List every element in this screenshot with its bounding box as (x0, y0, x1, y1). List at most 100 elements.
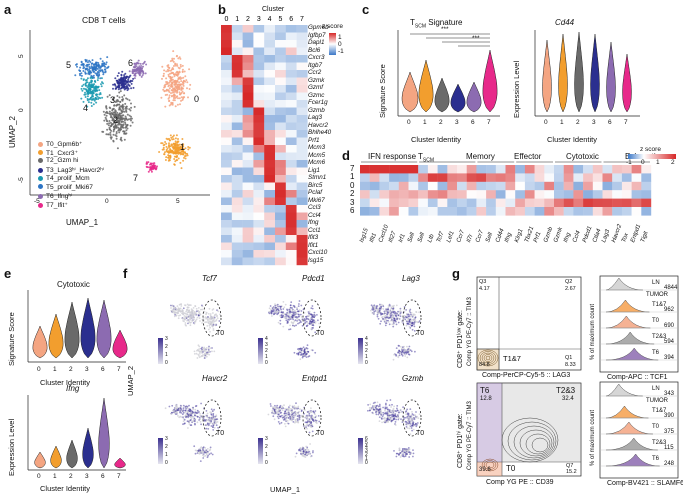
umap-cell (166, 82, 169, 85)
umap-cell (93, 99, 96, 102)
umap-cell (115, 131, 118, 133)
panel-label-b: b (218, 2, 226, 17)
umap-cell (124, 126, 127, 129)
umap-cell (184, 75, 187, 78)
umap-cell (175, 159, 178, 162)
umap-cell (178, 152, 181, 154)
umap-cell (127, 118, 130, 121)
umap-cell (123, 119, 126, 122)
umap-cell (114, 122, 117, 125)
umap-cell (116, 121, 119, 124)
umap-cell (171, 149, 174, 152)
umap-cell (161, 77, 163, 80)
umap-cell (181, 138, 184, 140)
violin-xtick: 6 (101, 366, 105, 373)
umap-cell (178, 97, 181, 100)
umap-cell (177, 97, 179, 100)
umap-cell (173, 57, 175, 60)
quadrant-label: Q2 (565, 279, 573, 285)
umap-cell (168, 87, 171, 90)
umap-cell (116, 147, 119, 150)
umap-cell (177, 66, 180, 69)
umap-cell (185, 79, 188, 82)
umap-cell (118, 84, 121, 87)
umap-cell (126, 98, 129, 101)
violin-xtick: 2 (69, 473, 73, 480)
umap-cell (168, 94, 171, 97)
umap-cell (167, 145, 170, 147)
umap-cell (132, 77, 135, 80)
umap-cell (169, 69, 172, 72)
umap-cell (173, 143, 176, 145)
violin-xtick: 0 (37, 366, 41, 373)
hist-value: 375 (664, 429, 675, 435)
umap-cell (182, 76, 185, 79)
umap-cell (173, 163, 176, 166)
umap-cell (178, 85, 181, 88)
umap-cell (176, 90, 179, 93)
umap-cell (177, 138, 179, 140)
umap-cell (181, 64, 184, 67)
umap-cell (172, 91, 175, 93)
umap-cell (179, 65, 182, 68)
umap-cell (129, 81, 131, 83)
umap-cell (126, 113, 129, 116)
umap-cell (117, 114, 120, 116)
umap-cell (130, 106, 133, 109)
umap-cell (175, 134, 178, 137)
umap-cell (107, 124, 110, 127)
umap-cell (120, 87, 123, 90)
umap-cell (169, 85, 172, 88)
umap-cell (171, 78, 174, 81)
umap-cell (181, 87, 184, 90)
quadrant-label: Q3 (479, 279, 487, 285)
umap-cell (182, 153, 185, 156)
umap-cell (165, 145, 168, 148)
umap-cell (130, 119, 132, 122)
umap-cell (176, 71, 179, 74)
umap-cell (167, 75, 170, 78)
umap-cell (128, 84, 131, 87)
umap-cell (122, 117, 125, 120)
umap-cell (103, 119, 106, 122)
umap-cell (116, 79, 118, 82)
umap-cell (124, 77, 127, 80)
umap-cell (165, 150, 168, 153)
umap-cell (170, 83, 173, 86)
umap-cell (118, 128, 120, 131)
umap-cell (176, 149, 179, 152)
umap-cell (125, 105, 128, 108)
umap-cell (117, 81, 120, 84)
umap-cell (130, 115, 132, 118)
umap-cell (121, 70, 124, 73)
umap-cell (116, 86, 119, 89)
umap-cell (129, 124, 132, 127)
umap-cell (118, 122, 121, 125)
umap-cell (119, 90, 122, 93)
umap-cell (166, 88, 168, 91)
umap-cell (113, 119, 116, 122)
umap-cell (128, 108, 131, 111)
umap-cell (119, 108, 122, 111)
umap-cell (168, 158, 171, 161)
umap-cell (96, 79, 99, 82)
umap-cell (172, 65, 175, 67)
umap-cell (115, 132, 118, 135)
umap-cell (174, 88, 176, 91)
umap-cell (164, 141, 167, 143)
umap-cell (98, 89, 101, 92)
umap-cell (168, 81, 171, 84)
umap-cell (118, 96, 121, 99)
umap-cell (108, 94, 111, 97)
umap-cell (112, 107, 115, 110)
umap-cell (130, 82, 133, 85)
umap-cell (165, 70, 168, 73)
umap-cell (180, 153, 183, 155)
hist-value: 962 (664, 307, 675, 313)
umap-cell (186, 154, 189, 157)
umap-cell (188, 146, 191, 149)
violin-xtick: 2 (69, 366, 73, 373)
umap-cell (124, 121, 127, 124)
umap-cell (179, 151, 182, 154)
umap-cell (118, 131, 121, 134)
